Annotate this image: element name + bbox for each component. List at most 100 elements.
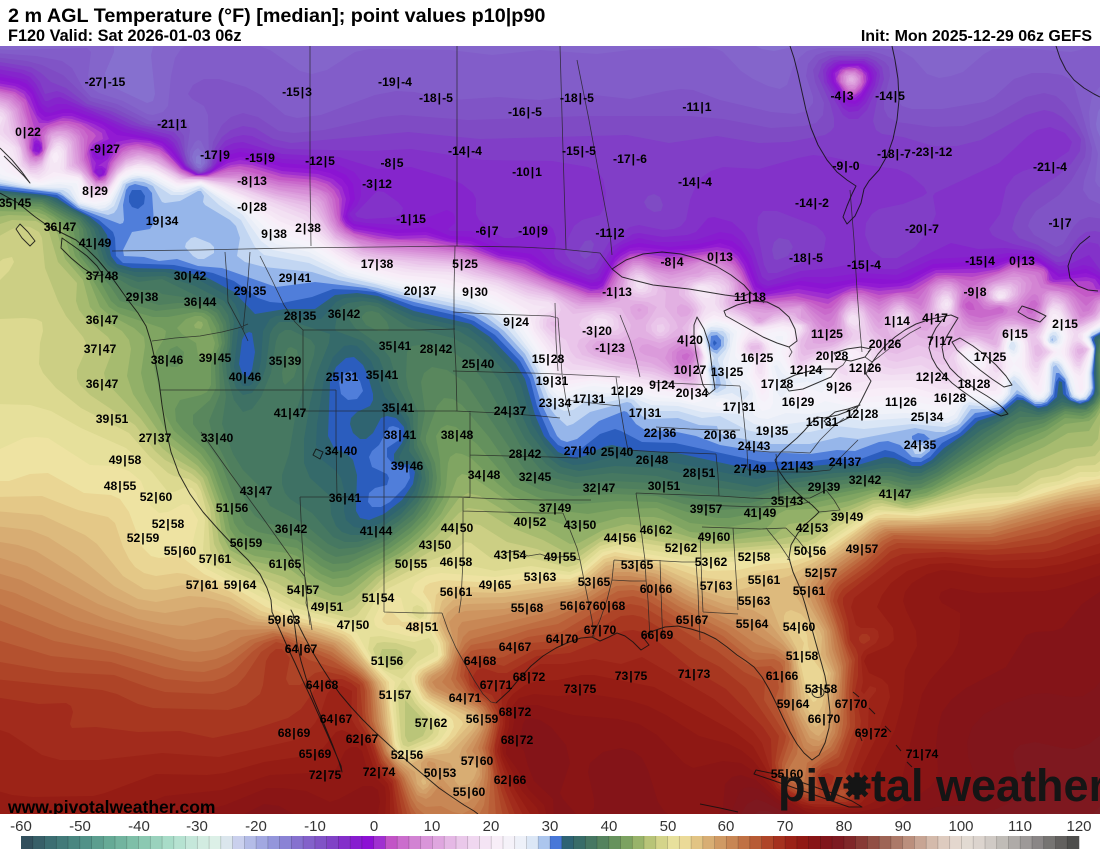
svg-text:28 | 42: 28 | 42: [509, 447, 542, 461]
svg-text:-1 | 7: -1 | 7: [1048, 216, 1071, 230]
svg-text:54 | 57: 54 | 57: [287, 583, 320, 597]
svg-text:21 | 43: 21 | 43: [781, 459, 814, 473]
svg-text:-18 | -5: -18 | -5: [419, 91, 453, 105]
svg-text:-4 | 3: -4 | 3: [830, 89, 853, 103]
svg-text:80: 80: [836, 818, 853, 835]
svg-text:55 | 64: 55 | 64: [736, 617, 769, 631]
svg-text:52 | 62: 52 | 62: [665, 541, 698, 555]
svg-text:55 | 60: 55 | 60: [771, 767, 804, 781]
svg-text:41 | 44: 41 | 44: [360, 524, 393, 538]
svg-text:12 | 24: 12 | 24: [916, 370, 949, 384]
svg-text:43 | 50: 43 | 50: [564, 518, 597, 532]
svg-text:49 | 51: 49 | 51: [311, 600, 344, 614]
svg-text:52 | 58: 52 | 58: [152, 517, 185, 531]
svg-text:20 | 28: 20 | 28: [816, 349, 849, 363]
svg-text:32 | 45: 32 | 45: [519, 470, 552, 484]
svg-text:9 | 38: 9 | 38: [261, 227, 287, 241]
svg-text:38 | 48: 38 | 48: [441, 428, 474, 442]
svg-text:-8 | 13: -8 | 13: [237, 174, 267, 188]
svg-text:-14 | -4: -14 | -4: [678, 175, 712, 189]
svg-text:-17 | 9: -17 | 9: [200, 148, 230, 162]
svg-text:-18 | -5: -18 | -5: [789, 251, 823, 265]
svg-text:29 | 38: 29 | 38: [126, 290, 159, 304]
svg-text:43 | 50: 43 | 50: [419, 538, 452, 552]
svg-text:35 | 45: 35 | 45: [0, 196, 31, 210]
svg-text:47 | 50: 47 | 50: [337, 618, 370, 632]
svg-text:18 | 28: 18 | 28: [958, 377, 991, 391]
svg-text:46 | 58: 46 | 58: [440, 555, 473, 569]
svg-text:49 | 60: 49 | 60: [698, 530, 731, 544]
svg-text:17 | 31: 17 | 31: [629, 406, 662, 420]
svg-text:37 | 47: 37 | 47: [84, 342, 117, 356]
svg-text:57 | 61: 57 | 61: [186, 578, 219, 592]
svg-text:41 | 49: 41 | 49: [79, 236, 112, 250]
svg-text:20: 20: [483, 818, 500, 835]
svg-text:72 | 74: 72 | 74: [363, 765, 396, 779]
svg-text:-15 | -5: -15 | -5: [562, 144, 596, 158]
svg-text:26 | 48: 26 | 48: [636, 453, 669, 467]
svg-text:68 | 72: 68 | 72: [499, 705, 532, 719]
svg-text:29 | 35: 29 | 35: [234, 284, 267, 298]
svg-text:-16 | -5: -16 | -5: [508, 105, 542, 119]
svg-text:-23 | -12: -23 | -12: [912, 145, 953, 159]
svg-text:17 | 31: 17 | 31: [573, 392, 606, 406]
svg-text:-15 | 3: -15 | 3: [282, 85, 312, 99]
svg-text:37 | 48: 37 | 48: [86, 269, 119, 283]
svg-text:71 | 74: 71 | 74: [906, 747, 939, 761]
svg-text:20 | 26: 20 | 26: [869, 337, 902, 351]
svg-text:38 | 46: 38 | 46: [151, 353, 184, 367]
svg-text:57 | 60: 57 | 60: [461, 754, 494, 768]
svg-text:110: 110: [1008, 818, 1032, 835]
svg-text:-9 | 27: -9 | 27: [90, 142, 120, 156]
svg-text:50 | 56: 50 | 56: [794, 544, 827, 558]
svg-text:32 | 42: 32 | 42: [849, 473, 882, 487]
svg-text:-18 | -7: -18 | -7: [877, 147, 911, 161]
svg-text:50 | 55: 50 | 55: [395, 557, 428, 571]
svg-text:35 | 41: 35 | 41: [366, 368, 399, 382]
svg-text:55 | 60: 55 | 60: [453, 785, 486, 799]
svg-text:59 | 64: 59 | 64: [777, 697, 810, 711]
svg-text:61 | 65: 61 | 65: [269, 557, 302, 571]
svg-text:-20: -20: [245, 818, 267, 835]
svg-text:-15 | 4: -15 | 4: [965, 254, 995, 268]
svg-text:65 | 67: 65 | 67: [676, 613, 709, 627]
svg-text:56 | 59: 56 | 59: [466, 712, 499, 726]
svg-text:-21 | -4: -21 | -4: [1033, 160, 1067, 174]
svg-text:39 | 45: 39 | 45: [199, 351, 232, 365]
svg-text:67 | 71: 67 | 71: [480, 678, 513, 692]
svg-text:0: 0: [370, 818, 378, 835]
svg-text:1 | 14: 1 | 14: [884, 314, 910, 328]
svg-text:40: 40: [601, 818, 618, 835]
svg-text:72 | 75: 72 | 75: [309, 768, 342, 782]
svg-text:-8 | 4: -8 | 4: [660, 255, 683, 269]
svg-text:35 | 41: 35 | 41: [379, 339, 412, 353]
svg-text:52 | 56: 52 | 56: [391, 748, 424, 762]
svg-text:-20 | -7: -20 | -7: [905, 222, 939, 236]
svg-text:68 | 69: 68 | 69: [278, 726, 311, 740]
svg-text:44 | 56: 44 | 56: [604, 531, 637, 545]
svg-text:41 | 47: 41 | 47: [879, 487, 912, 501]
svg-text:11 | 26: 11 | 26: [885, 395, 917, 409]
svg-text:11 | 25: 11 | 25: [811, 327, 843, 341]
svg-text:33 | 40: 33 | 40: [201, 431, 234, 445]
svg-text:36 | 41: 36 | 41: [329, 491, 362, 505]
svg-text:-27 | -15: -27 | -15: [85, 75, 126, 89]
svg-text:49 | 58: 49 | 58: [109, 453, 142, 467]
svg-text:66 | 70: 66 | 70: [808, 712, 841, 726]
svg-text:9 | 24: 9 | 24: [649, 378, 675, 392]
svg-text:56 | 61: 56 | 61: [440, 585, 473, 599]
svg-text:39 | 49: 39 | 49: [831, 510, 864, 524]
svg-text:-11 | 2: -11 | 2: [595, 226, 624, 240]
svg-text:70: 70: [777, 818, 794, 835]
svg-text:49 | 65: 49 | 65: [479, 578, 512, 592]
svg-text:36 | 44: 36 | 44: [184, 295, 217, 309]
svg-text:73 | 75: 73 | 75: [615, 669, 648, 683]
svg-text:12 | 26: 12 | 26: [849, 361, 882, 375]
svg-text:64 | 67: 64 | 67: [499, 640, 532, 654]
svg-text:Init: Mon 2025-12-29 06z GEFS: Init: Mon 2025-12-29 06z GEFS: [861, 28, 1093, 45]
svg-text:43 | 47: 43 | 47: [240, 484, 273, 498]
svg-text:12 | 28: 12 | 28: [846, 407, 879, 421]
svg-text:24 | 37: 24 | 37: [494, 404, 527, 418]
svg-text:-17 | -6: -17 | -6: [613, 152, 647, 166]
svg-text:-11 | 1: -11 | 1: [682, 100, 711, 114]
